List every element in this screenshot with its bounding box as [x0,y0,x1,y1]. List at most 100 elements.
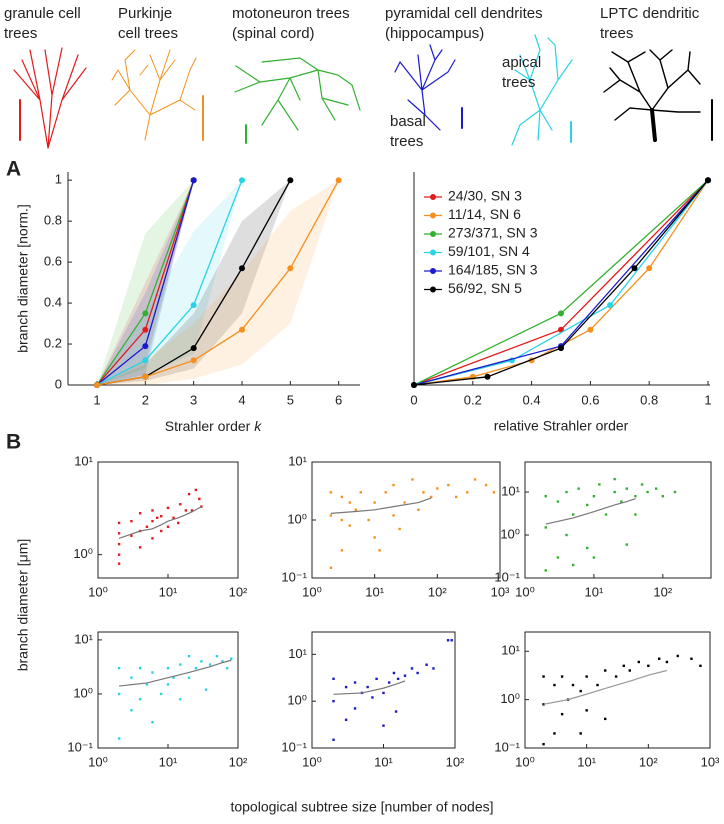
data-point [637,660,640,664]
x-tick-label: 1 [93,392,100,407]
y-axis-label: branch diameter [μm] [15,539,31,672]
data-point [544,526,547,529]
data-point [565,490,568,494]
legend-label: 24/30, SN 3 [448,188,522,204]
data-point [287,265,294,272]
data-point [579,689,582,693]
data-point [613,490,616,494]
band [97,180,194,385]
data-point [348,501,351,504]
y-tick-label: 10¹ [501,483,520,498]
legend-marker [430,231,436,237]
data-point [340,518,344,522]
data-point [690,657,693,660]
legend-label: 59/101, SN 4 [448,243,530,259]
x-tick-label: 10⁰ [302,754,322,769]
data-point [542,675,545,678]
data-point [179,503,182,506]
data-point [151,509,154,512]
legend-marker [430,268,436,274]
trend-line [543,669,668,705]
data-point [221,660,224,663]
data-point [586,503,589,507]
y-tick-label: 10⁰ [73,546,93,561]
trend-line [333,680,406,695]
data-point [542,742,545,746]
data-point [187,654,191,658]
data-point [544,495,547,498]
data-point [556,556,560,559]
data-point [378,549,381,552]
data-point [359,491,362,494]
data-point [142,343,149,350]
data-point [661,495,665,498]
data-point [565,533,568,537]
data-point [117,553,121,556]
data-point [620,500,623,503]
data-point [166,506,170,510]
data-point [613,477,616,481]
data-point [166,666,170,670]
data-point [579,732,582,735]
data-point [598,483,601,486]
band [97,180,339,385]
data-point [366,685,369,689]
data-point [215,654,219,658]
data-point [340,495,344,499]
x-tick-label: 10¹ [374,754,393,769]
data-point [425,663,428,666]
data-point [373,536,376,539]
data-point [392,483,395,487]
y-tick-label: 10¹ [288,453,307,468]
data-point [145,683,149,686]
data-point [155,516,159,519]
illustration-label: (spinal cord) [232,25,315,42]
data-point [117,532,121,535]
data-point [117,666,121,670]
illustration-label: Purkinje [118,5,172,22]
data-point [676,654,679,658]
x-tick-label: 10⁰ [302,584,322,599]
data-point [607,302,614,309]
data-point [130,709,133,712]
data-point [287,177,294,184]
data-point [622,664,625,668]
data-point [571,513,575,516]
data-point [466,491,469,494]
data-point [179,697,182,701]
data-point [625,487,628,490]
data-point [585,675,588,678]
data-point [634,513,637,516]
data-point [138,666,142,670]
data-point [560,712,564,716]
x-tick-label: 0.2 [464,392,482,407]
x-tick-label: 10¹ [585,584,604,599]
y-axis-label: branch diameter [norm.] [15,204,31,353]
data-point [450,639,453,642]
x-tick-label: 10¹ [365,584,384,599]
x-tick-label: 0.4 [523,392,541,407]
y-tick-label: 0.6 [44,254,62,269]
data-point [560,675,564,678]
y-tick-label: 0.4 [44,295,62,310]
x-tick-label: 10³ [701,754,720,769]
x-tick-label: 0.6 [581,392,599,407]
data-point [130,519,133,523]
data-point [138,697,142,701]
x-tick-label: 10⁰ [515,584,535,599]
illustration-label: cell trees [118,25,178,42]
data-point [190,345,197,352]
legend-label: 273/371, SN 3 [448,225,538,241]
data-point [436,487,439,490]
x-tick-label: 4 [238,392,245,407]
data-point [184,509,188,512]
data-point [130,676,133,679]
y-tick-label: 1 [55,172,62,187]
data-point [654,487,658,490]
data-point [558,345,564,352]
y-tick-label: 10¹ [288,646,307,661]
data-point [187,676,191,679]
x-axis-label: Strahler order k [165,418,262,434]
data-point [117,542,121,546]
data-point [332,699,335,703]
